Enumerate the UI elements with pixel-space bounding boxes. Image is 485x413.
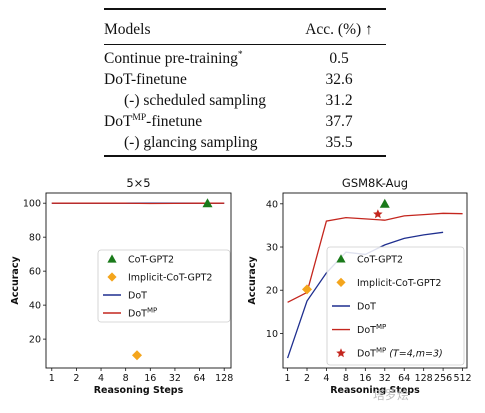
chart1-x-tick-label: 2 bbox=[73, 373, 79, 384]
chart1-diamond-point bbox=[131, 350, 142, 361]
chart1-x-tick-label: 32 bbox=[169, 373, 181, 384]
chart1-plot-frame bbox=[45, 192, 232, 369]
chart2-x-tick-label: 4 bbox=[323, 373, 329, 384]
chart2-series-line-dotmp bbox=[287, 212, 463, 303]
chart2-x-tick-label: 1 bbox=[285, 373, 291, 384]
model-name-suffix: -finetune bbox=[146, 113, 203, 130]
header-accuracy: Acc. (%) ↑ bbox=[305, 21, 373, 38]
model-name: DoT-finetune bbox=[104, 71, 187, 88]
chart2-legend-label: Implicit-CoT-GPT2 bbox=[357, 278, 441, 289]
accuracy-value: 0.5 bbox=[329, 50, 349, 67]
chart2-title: GSM8K-Aug bbox=[342, 176, 408, 190]
chart2-legend-label: CoT-GPT2 bbox=[357, 254, 403, 265]
chart2-legend-label: DoTMP (T=4,m=3) bbox=[357, 347, 443, 360]
chart1-x-tick-label: 8 bbox=[123, 373, 129, 384]
chart1-legend-diamond-icon bbox=[107, 272, 117, 282]
chart1-x-tick-label: 1 bbox=[49, 373, 55, 384]
chart2-x-tick-label: 512 bbox=[453, 373, 471, 384]
chart1-x-tick-label: 4 bbox=[98, 373, 104, 384]
chart2-x-tick-label: 64 bbox=[398, 373, 410, 384]
chart1-x-tick-label: 16 bbox=[144, 373, 156, 384]
chart1-x-axis-label: Reasoning Steps bbox=[94, 385, 184, 396]
chart1-legend-box bbox=[97, 249, 231, 323]
header-models: Models bbox=[104, 21, 151, 38]
chart1-y-tick-label: 100 bbox=[23, 199, 41, 210]
chart2-legend-box bbox=[326, 246, 465, 366]
chart1-y-tick-label: 20 bbox=[29, 335, 41, 346]
chart2-legend-star-icon bbox=[336, 348, 346, 358]
chart2-x-tick-label: 32 bbox=[379, 373, 391, 384]
chart2-legend-label: DoTMP bbox=[357, 323, 386, 336]
chart2-x-tick-label: 8 bbox=[343, 373, 349, 384]
model-name-superscript: MP bbox=[132, 112, 147, 123]
chart2-y-axis-label: Accuracy bbox=[247, 256, 258, 305]
chart2-x-tick-label: 16 bbox=[359, 373, 371, 384]
chart2-diamond-point bbox=[302, 284, 313, 295]
chart2-y-tick-label: 40 bbox=[266, 199, 278, 210]
model-name: (-) scheduled sampling bbox=[124, 92, 267, 109]
table-top-rule bbox=[104, 8, 386, 10]
chart2-legend-triangle-icon bbox=[336, 254, 346, 263]
chart2-x-tick-label: 256 bbox=[434, 373, 452, 384]
chart1-triangle-point bbox=[202, 198, 213, 208]
chart1-legend-label: DoTMP bbox=[128, 307, 157, 320]
chart1-legend-label: DoT bbox=[128, 291, 147, 302]
chart1-y-axis-label: Accuracy bbox=[10, 256, 21, 305]
chart1-y-tick-label: 80 bbox=[29, 233, 41, 244]
model-name-prefix: DoT bbox=[104, 113, 133, 130]
chart1-legend-label: Implicit-CoT-GPT2 bbox=[128, 273, 212, 284]
chart1-y-tick-label: 60 bbox=[29, 267, 41, 278]
watermark: 塔罗烩 bbox=[373, 388, 410, 402]
accuracy-value: 37.7 bbox=[325, 113, 353, 130]
chart2-triangle-point bbox=[379, 198, 390, 208]
chart2-x-axis-label: Reasoning Steps bbox=[330, 385, 420, 396]
chart1-y-tick-label: 40 bbox=[29, 301, 41, 312]
chart1-x-tick-label: 128 bbox=[215, 373, 233, 384]
chart2-y-tick-label: 10 bbox=[266, 329, 278, 340]
accuracy-value: 32.6 bbox=[325, 71, 353, 88]
chart2-x-tick-label: 2 bbox=[304, 373, 310, 384]
model-name: (-) glancing sampling bbox=[124, 134, 258, 151]
accuracy-value: 35.5 bbox=[325, 134, 353, 151]
chart2-plot-frame bbox=[282, 192, 468, 369]
model-name: Continue pre-training bbox=[104, 50, 238, 67]
footnote-mark: * bbox=[237, 49, 243, 60]
chart2-x-tick-label: 128 bbox=[415, 373, 433, 384]
chart2-star-point bbox=[373, 209, 383, 219]
chart2-legend-label: DoT bbox=[357, 302, 376, 313]
table-mid-rule bbox=[104, 44, 386, 45]
table-bottom-rule bbox=[104, 155, 386, 157]
chart2-y-tick-label: 20 bbox=[266, 286, 278, 297]
chart2-legend-diamond-icon bbox=[336, 277, 346, 287]
chart2-y-tick-label: 30 bbox=[266, 243, 278, 254]
chart1-x-tick-label: 64 bbox=[194, 373, 206, 384]
chart1-title: 5×5 bbox=[126, 176, 150, 190]
chart1-legend-triangle-icon bbox=[107, 254, 117, 263]
chart1-legend-label: CoT-GPT2 bbox=[128, 255, 174, 266]
accuracy-value: 31.2 bbox=[325, 92, 353, 109]
